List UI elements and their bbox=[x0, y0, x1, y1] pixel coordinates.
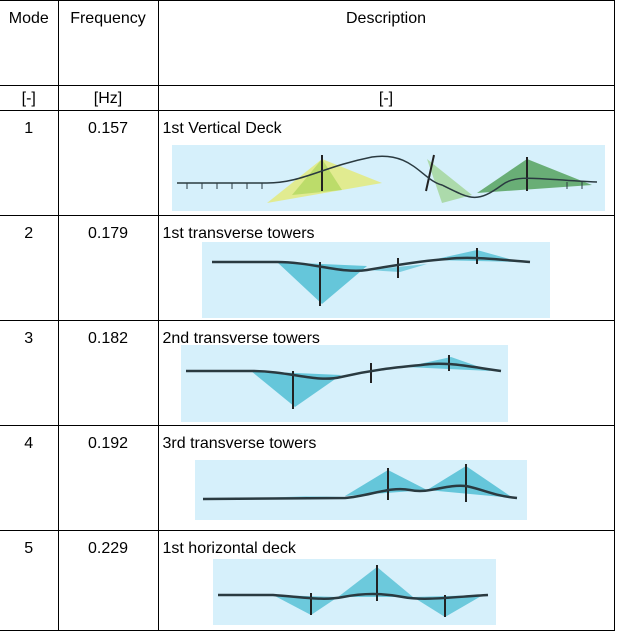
mode-shape-figure bbox=[194, 460, 527, 520]
mode-number: 1 bbox=[0, 110, 59, 216]
table-row: 4 0.192 3rd transverse towers bbox=[0, 425, 615, 531]
unit-description: [-] bbox=[157, 85, 615, 111]
frequency-value: 0.179 bbox=[57, 215, 159, 321]
description-cell: 3rd transverse towers bbox=[157, 425, 615, 531]
description-cell: 1st transverse towers bbox=[157, 215, 615, 321]
header-mode: Mode bbox=[0, 0, 59, 86]
mode-4-shape bbox=[202, 464, 517, 502]
mode-number: 5 bbox=[0, 530, 59, 631]
mode-1-shape bbox=[176, 154, 597, 203]
frequency-value: 0.192 bbox=[57, 425, 159, 531]
frequency-value: 0.229 bbox=[57, 530, 159, 631]
mode-number: 2 bbox=[0, 215, 59, 321]
units-row: [-] [Hz] [-] bbox=[0, 85, 615, 111]
mode-number: 3 bbox=[0, 320, 59, 426]
description-label: 1st horizontal deck bbox=[162, 540, 296, 557]
frequency-value: 0.157 bbox=[57, 110, 159, 216]
description-label: 1st Vertical Deck bbox=[162, 120, 282, 137]
description-label: 3rd transverse towers bbox=[162, 435, 317, 452]
header-description: Description bbox=[157, 0, 615, 86]
table-row: 3 0.182 2nd transverse towers bbox=[0, 320, 615, 426]
description-label: 2nd transverse towers bbox=[162, 330, 320, 347]
table-row: 1 0.157 1st Vertical Deck bbox=[0, 110, 615, 216]
description-cell: 1st Vertical Deck bbox=[157, 110, 615, 216]
header-row: Mode Frequency Description bbox=[0, 0, 615, 86]
description-cell: 2nd transverse towers bbox=[157, 320, 615, 426]
description-label: 1st transverse towers bbox=[162, 225, 315, 242]
table-row: 2 0.179 1st transverse towers bbox=[0, 215, 615, 321]
mode-5-shape bbox=[217, 565, 488, 617]
mode-shape-figure bbox=[180, 345, 508, 422]
unit-mode: [-] bbox=[0, 85, 59, 111]
mode-shape-figure bbox=[212, 559, 496, 625]
frequency-value: 0.182 bbox=[57, 320, 159, 426]
mode-3-shape bbox=[185, 355, 501, 409]
mode-shape-figure bbox=[201, 242, 550, 318]
mode-shape-figure bbox=[171, 145, 605, 211]
mode-2-shape bbox=[211, 248, 530, 306]
mode-number: 4 bbox=[0, 425, 59, 531]
unit-frequency: [Hz] bbox=[57, 85, 159, 111]
description-cell: 1st horizontal deck bbox=[157, 530, 615, 631]
header-frequency: Frequency bbox=[57, 0, 159, 86]
mode-frequency-table: Mode Frequency Description [-] [Hz] [-] … bbox=[0, 0, 615, 631]
table-row: 5 0.229 1st horizontal deck bbox=[0, 530, 615, 631]
